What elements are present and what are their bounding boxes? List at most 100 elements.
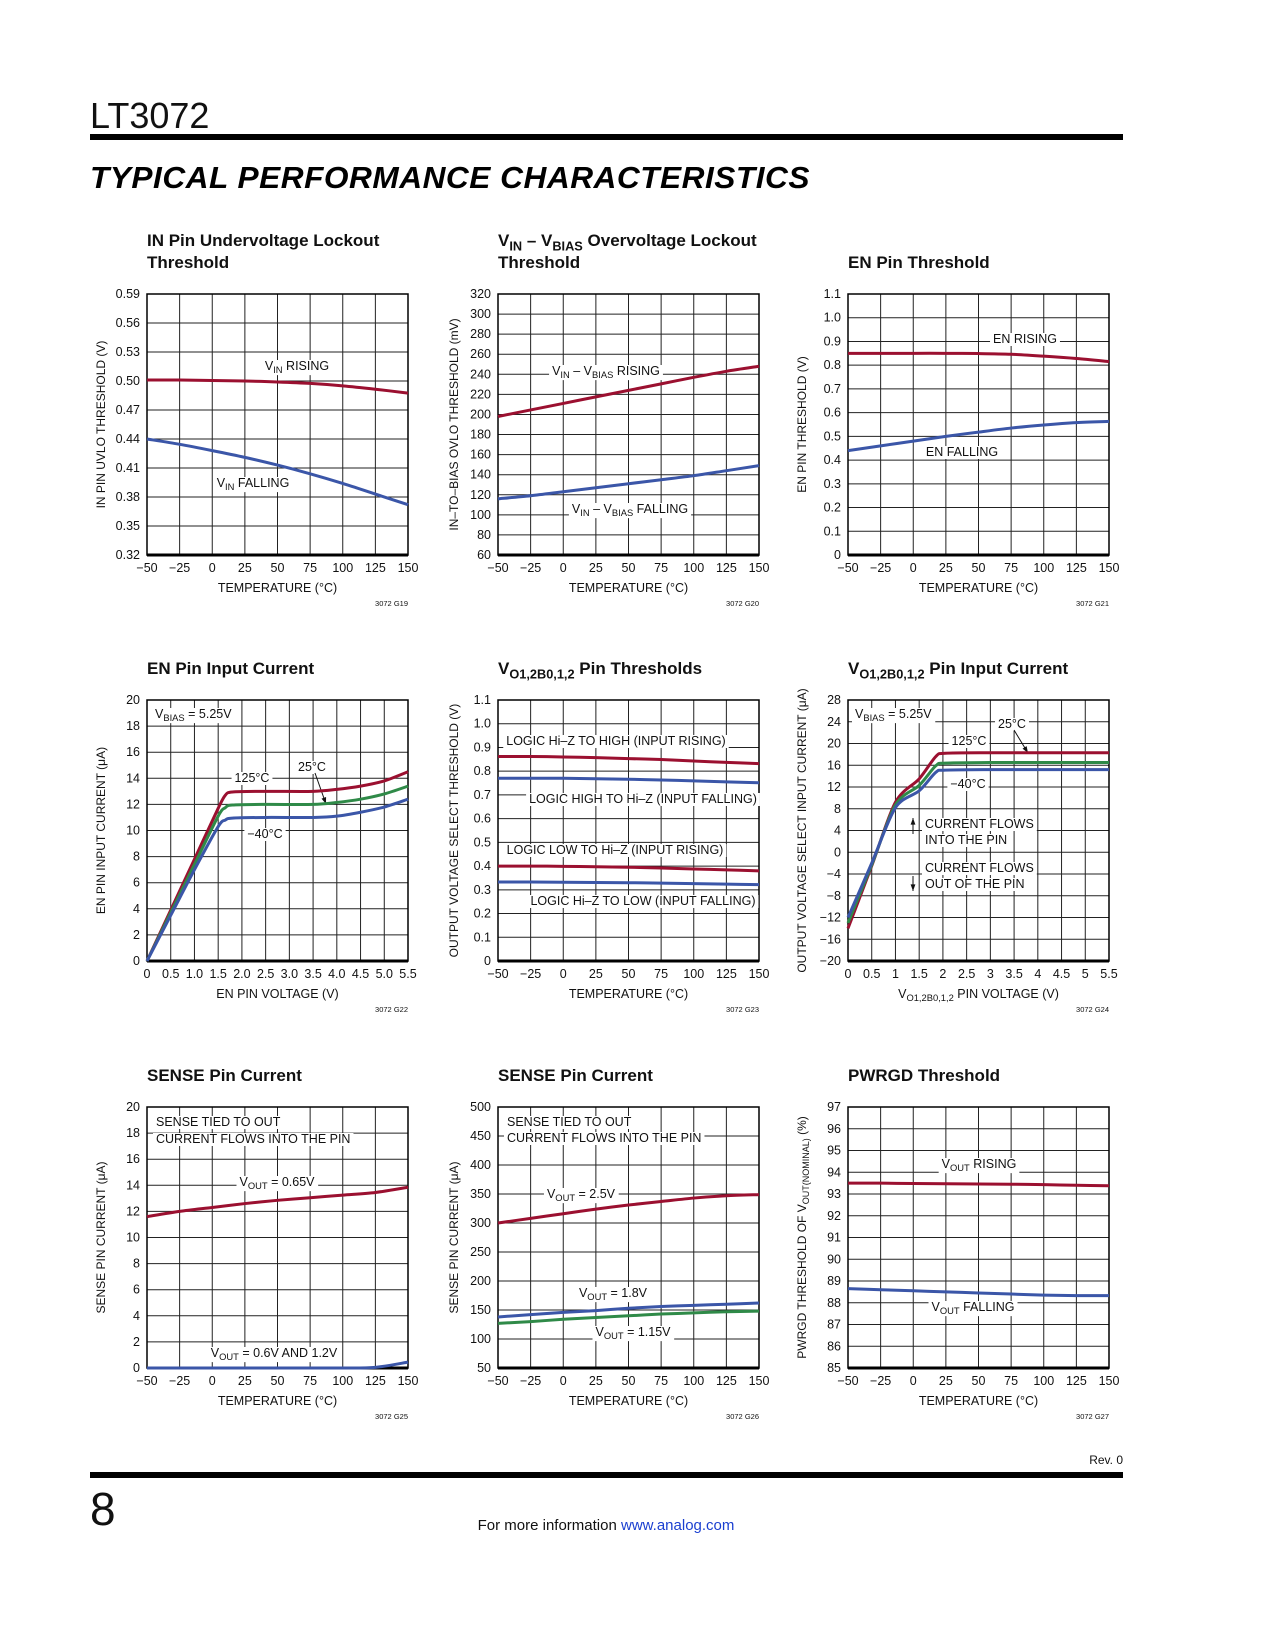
y-tick-label: 500 <box>470 1100 491 1114</box>
annotation-label: VBIAS = 5.25V <box>155 707 232 723</box>
label-background <box>948 735 990 748</box>
label-background <box>152 708 236 724</box>
y-tick-label: 2 <box>133 928 140 942</box>
series-line <box>497 754 760 766</box>
y-tick-label: 0.4 <box>474 859 491 873</box>
figure-id: 3072 G19 <box>375 599 408 608</box>
series-line <box>847 419 1110 453</box>
x-tick-label: 25 <box>589 967 603 981</box>
y-tick-label: 0 <box>834 845 841 859</box>
x-tick-label: 1.5 <box>209 967 226 981</box>
x-tick-label: 25 <box>589 1374 603 1388</box>
x-tick-label: 50 <box>271 561 285 575</box>
y-tick-label: 88 <box>827 1296 841 1310</box>
annotation-label: VOUT = 0.65V <box>239 1175 315 1191</box>
y-tick-label: 0 <box>133 954 140 968</box>
x-tick-label: −50 <box>837 1374 858 1388</box>
chart-1: IN Pin Undervoltage Lockout Threshold −50−… <box>94 231 418 608</box>
label-background <box>568 503 692 519</box>
y-axis-label: OUTPUT VOLTAGE SELECT THRESHOLD (V) <box>447 704 461 958</box>
y-tick-label: 1.0 <box>824 311 841 325</box>
y-tick-label: 0.47 <box>116 403 140 417</box>
y-tick-label: 4 <box>133 1309 140 1323</box>
y-tick-label: 0.5 <box>824 429 841 443</box>
y-tick-label: 0.3 <box>474 883 491 897</box>
annotation-label: 25°C <box>998 717 1026 731</box>
y-tick-label: 280 <box>470 327 491 341</box>
y-tick-label: 350 <box>470 1187 491 1201</box>
y-tick-label: 0.8 <box>824 358 841 372</box>
annotation-label: VBIAS = 5.25V <box>855 707 932 723</box>
x-tick-label: 0 <box>144 967 151 981</box>
y-tick-label: 200 <box>470 1274 491 1288</box>
series-line <box>847 1181 1110 1188</box>
x-tick-label: 150 <box>749 561 770 575</box>
x-tick-label: 4.5 <box>1053 967 1070 981</box>
x-tick-label: 0.5 <box>162 967 179 981</box>
series-line <box>497 1309 760 1325</box>
y-tick-label: 8 <box>133 1257 140 1271</box>
y-tick-label: 91 <box>827 1231 841 1245</box>
series-line <box>146 437 409 507</box>
x-axis-label: TEMPERATURE (°C) <box>218 1394 337 1408</box>
y-tick-label: 0.5 <box>474 835 491 849</box>
label-background <box>928 1301 1018 1317</box>
chart-title: PWRGD Threshold <box>848 1066 1000 1085</box>
y-tick-label: 12 <box>126 1204 140 1218</box>
label-background <box>153 1133 354 1146</box>
y-tick-label: 0.53 <box>116 345 140 359</box>
y-tick-label: 0.50 <box>116 374 140 388</box>
footer-rule <box>90 1472 1123 1478</box>
more-info-text: For more information <box>477 1517 617 1534</box>
y-tick-label: 0.3 <box>824 477 841 491</box>
y-tick-label: 0.41 <box>116 461 140 475</box>
label-background <box>295 761 329 774</box>
x-tick-label: 75 <box>303 561 317 575</box>
label-background <box>504 1132 705 1145</box>
x-tick-label: −50 <box>487 967 508 981</box>
label-background <box>575 1287 651 1303</box>
y-tick-label: 16 <box>126 1152 140 1166</box>
y-tick-label: 20 <box>827 737 841 751</box>
x-tick-label: 25 <box>589 561 603 575</box>
y-tick-label: 0.59 <box>116 287 140 301</box>
figure-id: 3072 G23 <box>726 1005 759 1014</box>
x-tick-label: 125 <box>365 561 386 575</box>
label-background <box>947 778 989 791</box>
annotation-label: VIN RISING <box>265 359 329 375</box>
series-line <box>847 351 1110 364</box>
x-tick-label: 125 <box>716 967 737 981</box>
annotation-label: LOGIC LOW TO Hi–Z (INPUT RISING) <box>507 843 724 857</box>
x-tick-label: 75 <box>654 1374 668 1388</box>
x-tick-label: 150 <box>1099 561 1120 575</box>
x-tick-label: −25 <box>520 1374 541 1388</box>
label-background <box>503 735 729 748</box>
x-tick-label: −50 <box>487 1374 508 1388</box>
y-tick-label: 14 <box>126 1178 140 1192</box>
x-tick-label: 2.5 <box>958 967 975 981</box>
y-tick-label: 0.4 <box>824 453 841 467</box>
annotation-label: 125°C <box>235 771 270 785</box>
y-tick-label: 6 <box>133 1283 140 1297</box>
y-tick-label: 16 <box>126 745 140 759</box>
y-tick-label: 18 <box>126 1126 140 1140</box>
annotations: VOUT RISING VOUT FALLING <box>928 1157 1020 1317</box>
label-background <box>213 477 293 493</box>
x-tick-label: 150 <box>398 561 419 575</box>
y-tick-label: 96 <box>827 1122 841 1136</box>
x-tick-label: −25 <box>520 561 541 575</box>
annotation-label: CURRENT FLOWS <box>925 817 1034 831</box>
chart-3: EN Pin Threshold −50 −25 0 25 50 75 100 125 150 0 0… <box>795 253 1119 608</box>
y-tick-label: 0.1 <box>824 524 841 538</box>
website-link[interactable]: www.analog.com <box>621 1517 735 1534</box>
x-tick-label: 2.0 <box>233 967 250 981</box>
chart-title: IN Pin Undervoltage Lockout <box>147 231 380 250</box>
x-tick-label: 75 <box>654 967 668 981</box>
x-tick-label: 50 <box>622 561 636 575</box>
x-tick-label: −25 <box>169 1374 190 1388</box>
y-tick-label: 400 <box>470 1158 491 1172</box>
y-axis-label: IN PIN UVLO THRESHOLD (V) <box>94 341 108 509</box>
y-axis-label: OUTPUT VOLTAGE SELECT INPUT CURRENT (μA) <box>795 688 809 972</box>
label-background <box>922 446 1002 459</box>
label-background <box>207 1347 341 1363</box>
